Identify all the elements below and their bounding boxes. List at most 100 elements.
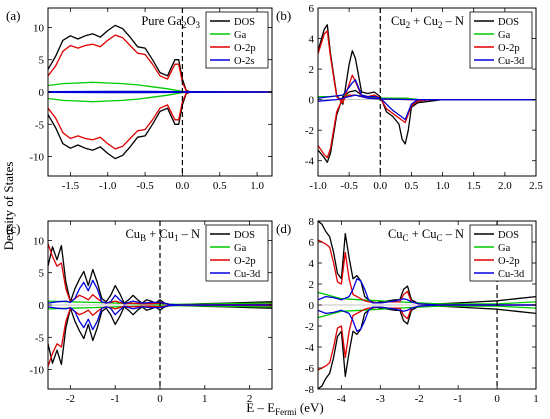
legend-label-ga: Ga <box>498 243 511 254</box>
legend-label-ga: Ga <box>234 30 247 41</box>
legend-box <box>205 11 269 69</box>
y-axis-label: Density of States <box>1 162 16 251</box>
y-tick-label: -6 <box>305 363 315 375</box>
series-cu-3d <box>318 278 536 306</box>
x-tick-label: -3 <box>376 393 386 405</box>
x-tick-label: 1 <box>533 393 539 405</box>
legend: DOS Ga O-2p Cu-3d <box>469 11 533 69</box>
y-tick-label: -10 <box>29 365 44 377</box>
x-axis-label-subscript: Fermi <box>275 407 297 417</box>
panel-title: CuC + CuC – N <box>388 227 464 243</box>
x-axis-label: E – EFermi (eV) <box>246 400 323 417</box>
y-tick-label: 0 <box>39 87 45 99</box>
series-o-2p <box>318 30 536 124</box>
legend-label-o-2p: O-2p <box>498 43 520 54</box>
y-tick-label: -4 <box>305 156 315 168</box>
y-tick-label: -8 <box>305 384 315 396</box>
legend-label-o-2p: O-2p <box>234 256 256 267</box>
panel-b: -1.0 -0.5 0.0 0.5 1.0 1.5 2.0 2.5 -4 -2 0 2 4 6 (b) DOS… <box>276 3 543 192</box>
panel-title-subscript: 2 <box>182 20 187 30</box>
panel-title-text: – N <box>178 227 200 241</box>
legend-label-dos: DOS <box>498 17 519 28</box>
legend-label-cu-3d: Cu-3d <box>498 269 525 280</box>
panel-label: (d) <box>276 221 291 236</box>
x-tick-label: 0.5 <box>213 180 227 192</box>
y-tick-label: 10 <box>33 22 45 34</box>
panel-title-text: Cu <box>125 227 140 241</box>
series-o-2p <box>48 34 272 93</box>
panel-title-subscript: C <box>403 233 409 243</box>
panel-title: CuB + Cu1 – N <box>125 227 200 243</box>
series-ga-spin-down <box>318 305 536 319</box>
series-ga <box>48 81 272 93</box>
panel-title: Pure Ga2O3 <box>141 14 200 30</box>
y-tick-label: -4 <box>305 342 315 354</box>
y-tick-label: 6 <box>309 237 315 249</box>
x-tick-label: 1 <box>202 393 208 405</box>
legend-label-ga: Ga <box>234 243 247 254</box>
panel-title-text: Cu <box>388 227 403 241</box>
series-group <box>318 221 536 389</box>
legend-label-o-2p: O-2p <box>498 256 520 267</box>
x-tick-label: -0.5 <box>340 180 358 192</box>
legend-label-o-2p: O-2p <box>234 43 256 54</box>
x-axis-label-suffix: (eV) <box>297 400 324 415</box>
series-cu-3d <box>48 279 272 306</box>
y-tick-label: 10 <box>33 235 45 247</box>
series-cu-3d-spin-down <box>318 304 536 332</box>
y-tick-label: -5 <box>35 332 45 344</box>
y-tick-label: -2 <box>305 125 314 137</box>
panel-title-subscript: B <box>140 233 146 243</box>
x-tick-label: 2.0 <box>498 180 512 192</box>
series-cu-3d-spin-down <box>48 304 272 331</box>
y-tick-label: 0 <box>39 300 45 312</box>
series-cu-3d <box>318 79 536 121</box>
legend-label-dos: DOS <box>234 17 255 28</box>
panel-title-subscript: 2 <box>406 20 411 30</box>
panel-label: (a) <box>6 8 20 23</box>
legend-label-o-2s: O-2s <box>234 56 254 67</box>
series-dos-spin-down <box>48 91 272 160</box>
series-o-2p-spin-down <box>48 91 272 150</box>
legend: DOS Ga O-2p O-2s <box>205 11 269 69</box>
x-tick-label: -4 <box>337 393 347 405</box>
y-tick-label: 0 <box>309 95 315 107</box>
x-tick-label: -0.5 <box>136 180 154 192</box>
panel-title-text: + Cu <box>409 227 438 241</box>
panel-title: Cu2 + Cu2 – N <box>391 14 464 30</box>
legend-label-cu-3d: Cu-3d <box>498 56 525 67</box>
panel-title-text: Cu <box>391 14 406 28</box>
x-tick-label: 2 <box>247 393 253 405</box>
x-tick-label: -2 <box>415 393 424 405</box>
y-tick-label: 4 <box>309 34 315 46</box>
y-tick-label: -5 <box>35 119 45 131</box>
legend-label-dos: DOS <box>234 230 255 241</box>
x-tick-label: 0.0 <box>373 180 387 192</box>
x-tick-label: -1.0 <box>99 180 117 192</box>
panel-title-subscript: 2 <box>438 20 443 30</box>
legend: DOS Ga O-2p Cu-3d <box>205 224 269 282</box>
series-o-2p-spin-down <box>318 304 536 371</box>
series-group <box>48 24 272 160</box>
x-tick-label: 1.0 <box>250 180 264 192</box>
y-tick-label: -10 <box>29 152 44 164</box>
panel-title-subscript: C <box>436 233 442 243</box>
panel-label: (c) <box>6 221 20 236</box>
y-tick-label: 2 <box>309 64 315 76</box>
series-o-2p-down <box>318 94 536 159</box>
plot-frame <box>317 7 537 177</box>
y-tick-label: 5 <box>39 268 45 280</box>
legend: DOS Ga O-2p Cu-3d <box>469 224 533 282</box>
x-tick-label: 0.5 <box>405 180 419 192</box>
x-tick-label: 1.5 <box>467 180 481 192</box>
series-group <box>318 24 536 163</box>
legend-label-ga: Ga <box>498 30 511 41</box>
y-tick-label: -2 <box>305 321 314 333</box>
series-ga <box>318 291 536 305</box>
x-tick-label: 0.0 <box>176 180 190 192</box>
panel-title-text: – N <box>442 227 464 241</box>
panel-title-subscript: 1 <box>174 233 179 243</box>
x-axis-label-prefix: E – E <box>246 400 275 415</box>
